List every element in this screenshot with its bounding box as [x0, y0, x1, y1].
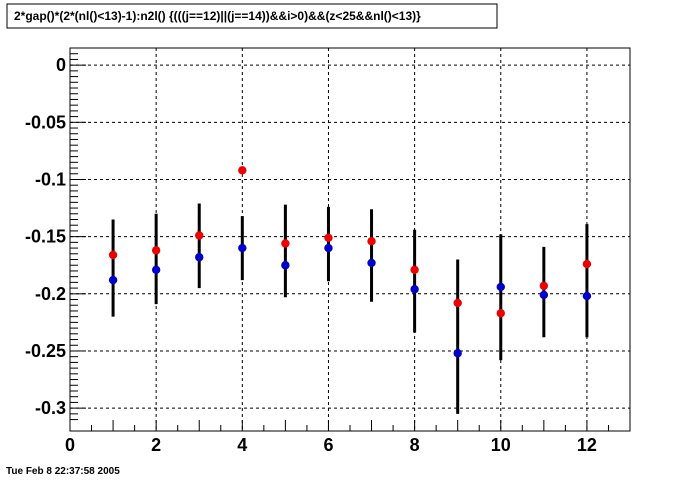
blue-data-point — [410, 285, 419, 294]
y-tick-label: -0.2 — [35, 284, 66, 304]
red-data-point — [367, 237, 376, 246]
timestamp: Tue Feb 8 22:37:58 2005 — [6, 466, 120, 477]
x-tick-label: 12 — [577, 435, 597, 455]
y-tick-label: 0 — [56, 55, 66, 75]
blue-data-point — [453, 349, 462, 358]
plot-frame — [69, 47, 631, 432]
x-tick-label: 0 — [65, 435, 75, 455]
x-tick-label: 8 — [410, 435, 420, 455]
y-tick-label: -0.15 — [25, 227, 66, 247]
blue-data-point — [281, 261, 290, 270]
blue-data-point — [195, 253, 204, 262]
blue-data-point — [496, 282, 505, 292]
point-layer — [108, 166, 592, 358]
blue-data-point — [582, 291, 592, 301]
blue-data-point — [238, 243, 247, 253]
error-bar-layer — [111, 203, 589, 414]
grid-layer — [70, 48, 630, 431]
red-data-point — [195, 231, 204, 240]
blue-data-point — [324, 243, 333, 253]
x-tick-label: 2 — [151, 435, 161, 455]
red-data-point — [238, 166, 247, 175]
y-tick-label: -0.05 — [25, 112, 66, 132]
red-data-point — [582, 259, 592, 269]
red-data-point — [281, 239, 290, 248]
blue-data-point — [108, 275, 118, 285]
red-data-point — [324, 233, 333, 242]
x-tick-label: 10 — [491, 435, 511, 455]
blue-data-point — [367, 258, 376, 268]
y-tick-label: -0.25 — [25, 341, 66, 361]
y-tick-label: -0.3 — [35, 398, 66, 418]
red-data-point — [539, 281, 549, 291]
tick-label-layer: 0 2 4 6 8 10 12 0 -0.05 -0.1 -0.15 -0.2 -0.25 -0.3 — [25, 55, 597, 455]
x-tick-label: 4 — [237, 435, 247, 455]
blue-data-point — [539, 290, 549, 300]
x-tick-label: 6 — [323, 435, 333, 455]
red-data-point — [453, 298, 462, 308]
red-data-point — [496, 309, 505, 318]
tick-layer — [69, 53, 631, 431]
red-data-point — [410, 265, 419, 274]
blue-data-point — [151, 265, 161, 274]
y-tick-label: -0.1 — [35, 169, 66, 189]
chart-title: 2*gap()*(2*(nl()<13)-1):n2l() {(((j==12)… — [14, 9, 421, 23]
red-data-point — [108, 250, 118, 260]
red-data-point — [151, 246, 161, 255]
title-box — [6, 3, 498, 29]
